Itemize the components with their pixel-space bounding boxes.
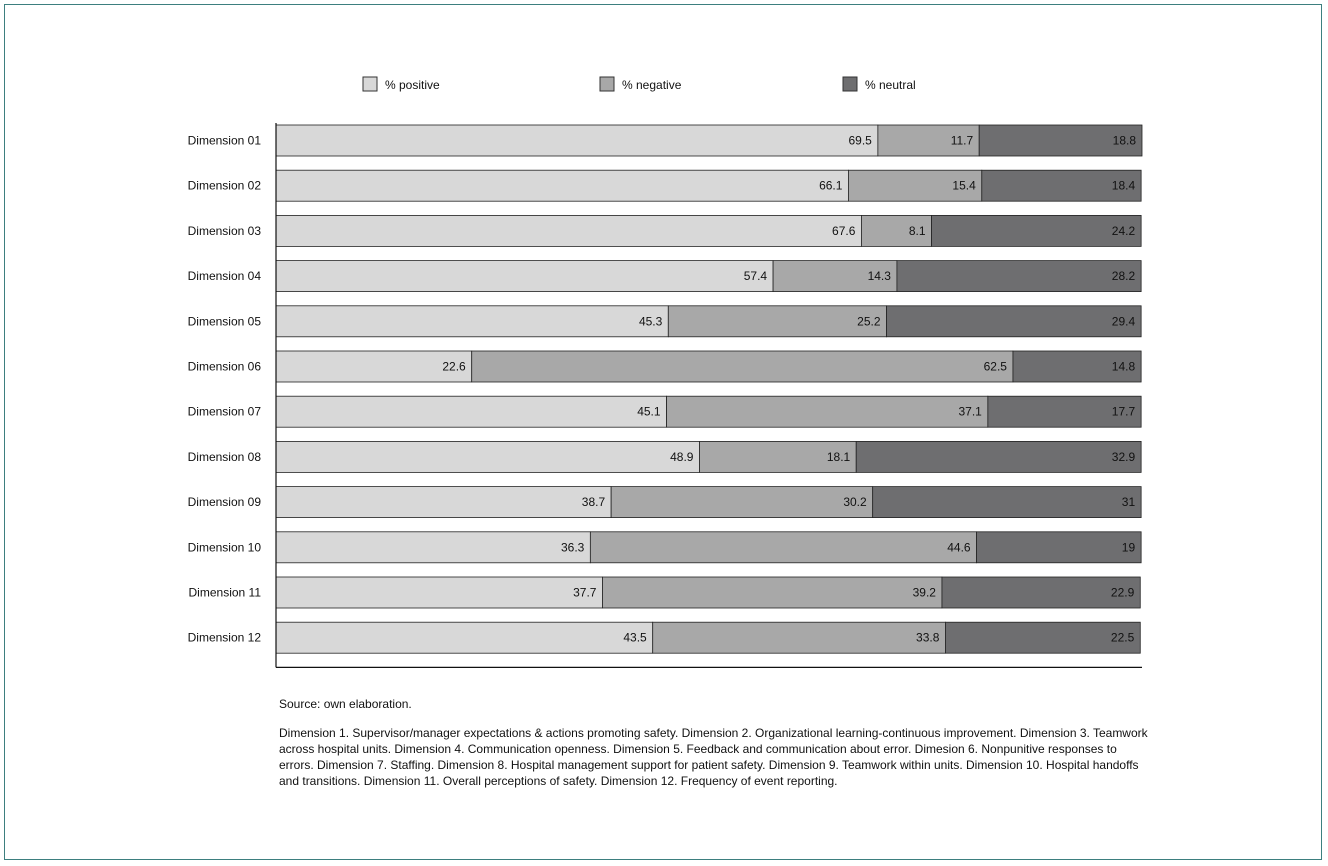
data-label: 28.2: [1112, 269, 1136, 283]
bar-segment-neutral: [855, 440, 1142, 473]
data-label: 32.9: [1112, 450, 1136, 464]
legend: % positive % negative % neutral: [362, 76, 916, 92]
category-label: Dimension 10: [188, 540, 262, 554]
bar-segment-neutral: [1012, 350, 1142, 383]
bar-segment-negative: [666, 395, 989, 428]
data-label: 29.4: [1112, 314, 1136, 328]
bar-segment-neutral: [976, 531, 1142, 564]
data-label: 31: [1122, 495, 1136, 509]
category-label: Dimension 11: [189, 586, 262, 600]
bar-segment-neutral: [978, 124, 1143, 157]
category-label: Dimension 06: [188, 360, 262, 374]
data-label: 30.2: [843, 495, 867, 509]
data-label: 43.5: [623, 631, 647, 645]
data-label: 22.5: [1111, 631, 1135, 645]
category-label: Dimension 04: [188, 269, 262, 283]
bar-segment-positive: [275, 531, 591, 564]
data-label: 36.3: [561, 540, 585, 554]
data-label: 69.5: [849, 134, 873, 148]
data-label: 22.6: [442, 360, 466, 374]
figure-notes: Source: own elaboration. Dimension 1. Su…: [279, 697, 1149, 789]
data-label: 37.1: [958, 405, 982, 419]
bar-segment-negative: [610, 486, 874, 519]
data-label: 67.6: [832, 224, 856, 238]
data-label: 22.9: [1111, 586, 1135, 600]
bar-segment-positive: [275, 260, 774, 293]
legend-swatch-negative: [599, 76, 615, 92]
data-label: 11.7: [951, 134, 974, 148]
bar-segment-positive: [275, 169, 849, 202]
bar-segment-neutral: [931, 214, 1142, 247]
bar-segment-negative: [471, 350, 1014, 383]
bars-group: Dimension 01 69.5 11.7 18.8 Dimension 02 66.1…: [188, 124, 1143, 654]
source-note: Source: own elaboration.: [279, 697, 412, 711]
data-label: 44.6: [947, 540, 971, 554]
category-label: Dimension 01: [188, 134, 262, 148]
stacked-bar-chart: % positive % negative % neutral Dimension …: [188, 76, 1143, 669]
data-label: 14.8: [1112, 360, 1136, 374]
bar-segment-neutral: [945, 621, 1141, 654]
bar-segment-neutral: [981, 169, 1142, 202]
bar-segment-positive: [275, 395, 667, 428]
bar-segment-positive: [275, 576, 603, 609]
data-label: 25.2: [857, 314, 881, 328]
category-label: Dimension 03: [188, 224, 262, 238]
bar-segment-positive: [275, 124, 879, 157]
data-label: 33.8: [916, 631, 940, 645]
category-label: Dimension 02: [188, 179, 262, 193]
legend-swatch-positive: [362, 76, 378, 92]
bar-segment-negative: [877, 124, 980, 157]
data-label: 45.1: [637, 405, 661, 419]
data-label: 48.9: [670, 450, 694, 464]
bar-segment-negative: [848, 169, 983, 202]
bar-segment-negative: [772, 260, 898, 293]
bar-segment-negative: [589, 531, 977, 564]
category-label: Dimension 05: [188, 314, 262, 328]
bar-segment-negative: [667, 305, 887, 338]
bar-segment-positive: [275, 486, 612, 519]
legend-label-negative: % negative: [622, 78, 682, 92]
bar-segment-neutral: [872, 486, 1142, 519]
data-label: 17.7: [1112, 405, 1136, 419]
bar-segment-positive: [275, 621, 654, 654]
bar-segment-positive: [275, 214, 862, 247]
data-label: 38.7: [582, 495, 606, 509]
data-label: 14.3: [868, 269, 892, 283]
data-label: 66.1: [819, 179, 843, 193]
data-label: 8.1: [909, 224, 926, 238]
data-label: 18.4: [1112, 179, 1136, 193]
bar-segment-neutral: [941, 576, 1141, 609]
data-label: 18.1: [827, 450, 851, 464]
dimension-description: Dimension 1. Supervisor/manager expectat…: [279, 726, 1148, 788]
category-label: Dimension 08: [188, 450, 262, 464]
category-label: Dimension 09: [188, 495, 262, 509]
data-label: 37.7: [573, 586, 597, 600]
data-label: 18.8: [1113, 134, 1137, 148]
data-label: 15.4: [952, 179, 976, 193]
bar-segment-negative: [861, 214, 932, 247]
data-label: 62.5: [984, 360, 1008, 374]
bar-segment-neutral: [896, 260, 1142, 293]
category-label: Dimension 07: [188, 405, 262, 419]
category-label: Dimension 12: [188, 631, 262, 645]
bar-segment-positive: [275, 305, 669, 338]
data-label: 19: [1122, 540, 1136, 554]
data-label: 39.2: [913, 586, 937, 600]
data-label: 57.4: [744, 269, 768, 283]
bar-segment-negative: [652, 621, 946, 654]
bar-segment-positive: [275, 440, 700, 473]
legend-label-positive: % positive: [385, 78, 440, 92]
bar-segment-neutral: [987, 395, 1142, 428]
legend-swatch-neutral: [842, 76, 858, 92]
bar-segment-neutral: [886, 305, 1142, 338]
data-label: 45.3: [639, 314, 663, 328]
bar-segment-negative: [602, 576, 943, 609]
legend-label-neutral: % neutral: [865, 78, 916, 92]
axes-group: [275, 123, 1142, 669]
data-label: 24.2: [1112, 224, 1136, 238]
